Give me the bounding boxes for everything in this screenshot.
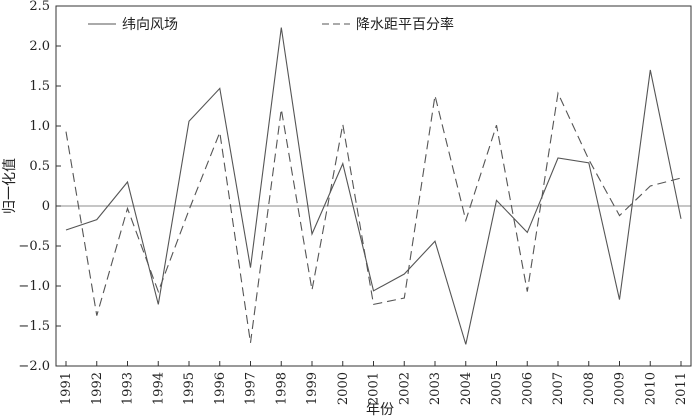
legend-label-zonal-wind: 纬向风场: [122, 17, 178, 33]
y-axis-ticks: −2.0 −1.5 −1.0 −0.5 0 0.5 1.0 1.5 2.0 2.5: [18, 0, 61, 374]
x-tick-label: 1999: [305, 372, 320, 405]
x-tick-label: 1997: [244, 372, 259, 405]
series-line-precip-anomaly: [65, 91, 682, 343]
x-tick-label: 2009: [613, 372, 628, 405]
x-tick-label: 1996: [213, 372, 228, 405]
x-tick-label: 1993: [121, 372, 136, 405]
y-tick-label: 1.0: [29, 119, 50, 134]
x-tick-label: 1995: [182, 372, 197, 405]
y-tick-label: 2.0: [29, 39, 50, 54]
x-tick-label: 2005: [490, 372, 505, 405]
x-tick-label: 2008: [582, 372, 597, 405]
y-axis-title: 归一化值: [1, 158, 18, 214]
y-tick-label: 0: [42, 199, 50, 214]
x-tick-label: 1991: [59, 372, 74, 405]
y-tick-label: −2.0: [18, 359, 50, 374]
y-tick-label: −1.5: [18, 319, 50, 334]
x-axis-title: 年份: [366, 402, 394, 418]
x-tick-label: 2000: [336, 372, 351, 405]
x-tick-label: 2002: [397, 372, 412, 405]
plot-area-frame: [55, 5, 692, 367]
legend-label-precip-anomaly: 降水距平百分率: [356, 16, 454, 33]
x-tick-label: 2006: [520, 372, 535, 405]
legend: 纬向风场 降水距平百分率: [88, 16, 454, 33]
y-tick-label: 2.5: [29, 0, 50, 14]
x-axis-ticks: 1991 1992 1993 1994 1995 1996 1997 1998 1999 2000…: [59, 361, 689, 405]
x-tick-label: 2011: [674, 372, 689, 405]
x-tick-label: 2004: [459, 372, 474, 405]
y-tick-label: 0.5: [29, 159, 50, 174]
x-tick-label: 2007: [551, 372, 566, 405]
x-tick-label: 2003: [428, 372, 443, 405]
y-tick-label: −1.0: [18, 279, 50, 294]
x-tick-label: 1992: [90, 372, 105, 405]
x-tick-label: 1994: [151, 372, 166, 405]
series-line-zonal-wind: [65, 27, 682, 345]
y-tick-label: 1.5: [29, 79, 50, 94]
x-tick-label: 2001: [367, 372, 382, 405]
x-tick-label: 1998: [274, 372, 289, 405]
y-tick-label: −0.5: [18, 239, 50, 254]
x-tick-label: 2010: [643, 372, 658, 405]
series-lines: [65, 27, 682, 345]
